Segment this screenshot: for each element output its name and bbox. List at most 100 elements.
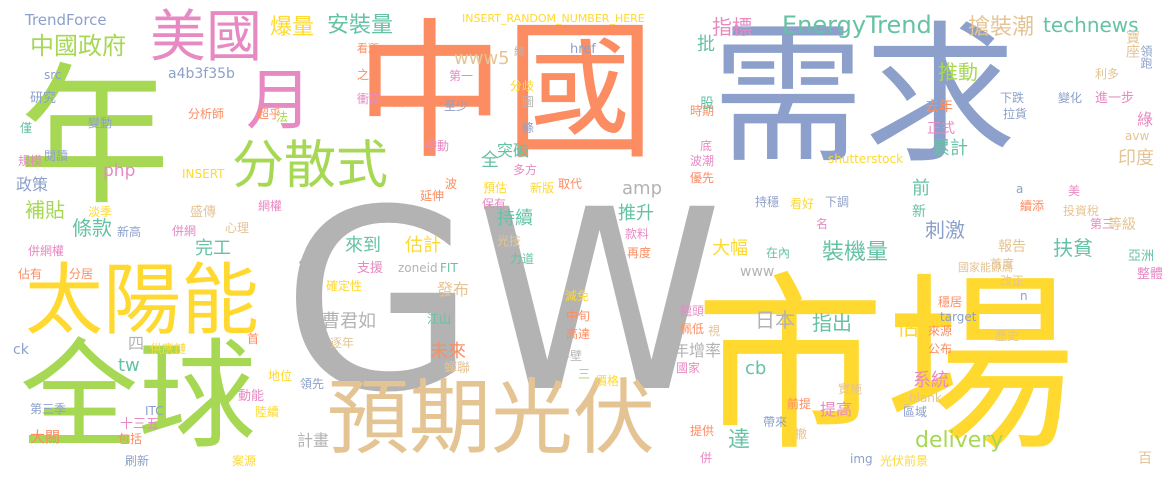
word-new-version: 新版: [530, 181, 555, 195]
word-consecutive: 蟬聯: [444, 361, 471, 376]
word-new-high: 新高: [117, 225, 142, 239]
word-four: 四: [128, 334, 145, 353]
word-nea: 國家能源局: [958, 261, 1013, 274]
word-policy: 政策: [16, 175, 49, 194]
word-surge: 爆量: [270, 15, 315, 40]
word-strength: 力道: [510, 252, 535, 266]
word-n: n: [1020, 289, 1028, 303]
word-first: 第一: [449, 69, 474, 83]
word-successively: 陸續: [255, 405, 280, 419]
word-priority: 優先: [690, 171, 715, 185]
word-retain: 保有: [482, 197, 507, 211]
word-chart: 圖: [522, 95, 535, 109]
word-momentum: 動能: [238, 389, 265, 404]
word-complete: 完工: [195, 238, 231, 259]
word-arrive: 來到: [345, 235, 381, 256]
word-gw: GW: [282, 156, 723, 447]
word-supply-chain: 供應鏈: [150, 342, 187, 356]
word-stimulus: 刺激: [925, 218, 965, 242]
word-occupy: 佔有: [18, 267, 43, 281]
word-blank: _blank: [903, 391, 942, 405]
word-three: 三: [578, 367, 591, 381]
word-publish: 發布: [437, 280, 470, 299]
word-grade: 等級: [1108, 217, 1136, 233]
word-distributed: 分散式: [232, 136, 389, 196]
word-multi-party: 多方: [513, 163, 538, 177]
word-stock: 股: [700, 96, 714, 112]
word-at-least: 至少: [444, 99, 469, 113]
word-optimistic: 看好: [790, 197, 815, 211]
word-technews: technews: [1043, 13, 1139, 37]
word-change: 變化: [1058, 91, 1083, 105]
word-substantial: 大幅: [712, 238, 748, 259]
word-insert: INSERT: [182, 167, 225, 181]
word-pv-outlook: 光伏前景: [880, 454, 929, 468]
word-payment-material: 款料: [625, 227, 650, 241]
word-cb: cb: [745, 358, 767, 379]
word-implement: 實施: [838, 382, 863, 396]
word-including: 包括: [118, 432, 143, 446]
word-predict: 預估: [483, 181, 508, 195]
word-empire: 江山: [427, 312, 452, 326]
word-bullish: 看漲: [357, 42, 379, 55]
word-milestone: 大關: [30, 428, 61, 446]
word-before: 前: [912, 178, 930, 199]
word-leading: 領先: [300, 377, 325, 391]
word-again: 再度: [627, 246, 652, 260]
word-research: 研究: [30, 91, 57, 106]
word-raise: 提高: [820, 400, 853, 419]
word-china-gov: 中國政府: [30, 32, 126, 60]
word-history: 歷史: [995, 329, 1020, 343]
word-source: 來源: [928, 324, 953, 338]
word-market: 市場: [695, 256, 1076, 477]
word-decline: 下跌: [1000, 91, 1025, 105]
word-read: 閱讀: [44, 149, 69, 163]
word-demand: 需求: [712, 7, 1016, 184]
word-announce: 公布: [928, 342, 953, 356]
word-rank-position: 分居: [69, 267, 94, 281]
word-pull-goods: 拉貨: [1003, 107, 1028, 121]
word-www5: www5: [454, 48, 510, 69]
word-third: 第三: [1090, 217, 1115, 231]
word-case-source: 案源: [232, 454, 257, 468]
word-estimate-short: 估: [897, 316, 920, 341]
word-status: 地位: [268, 369, 293, 383]
word-expected-pv: 預期光伏: [327, 371, 656, 466]
word-continue: 持續: [497, 208, 533, 229]
word-itc: ITC: [145, 404, 164, 418]
word-only: 僅: [20, 121, 33, 135]
word-rush-install: 搶裝潮: [968, 15, 1035, 40]
word-formal: 正式: [927, 121, 955, 137]
word-avw: avw: [1125, 129, 1150, 143]
word-src: src: [44, 68, 62, 82]
word-variation: 變動: [88, 116, 113, 130]
word-grid-connect: 併網: [172, 224, 197, 238]
word-correct: 改正: [1000, 274, 1025, 288]
word-hundred: 百: [1138, 451, 1152, 467]
word-month: 月: [246, 62, 312, 139]
word-stable: 穩居: [938, 295, 963, 309]
word-rumor: 盛傳: [190, 205, 217, 220]
word-bottom: 底: [700, 139, 713, 153]
word-fit: FIT: [440, 261, 458, 275]
word-exemption: 減免: [565, 289, 590, 303]
word-img: img: [850, 452, 873, 466]
word-reduce: 減: [392, 95, 405, 109]
word-bring: 帶來: [763, 415, 788, 429]
word-yoy: 年增率: [673, 341, 722, 360]
word-leader: 龍頭: [680, 304, 705, 318]
word-promote: 推動: [938, 60, 978, 84]
word-hold-steady: 持穩: [755, 195, 780, 209]
word-year: 年: [18, 49, 170, 226]
word-japan: 日本: [755, 308, 795, 332]
word-region: 區域: [903, 405, 928, 419]
word-www: www: [740, 264, 775, 280]
word-ck: ck: [13, 342, 29, 358]
word-13th-fyp: 十三五: [120, 417, 160, 432]
word-scale: 規模: [18, 154, 43, 168]
word-a: a: [1016, 182, 1024, 196]
word-usa: 美國: [150, 5, 262, 70]
word-report: 報告: [998, 239, 1026, 255]
word-first-time: 首度: [990, 257, 1015, 271]
word-install-capacity: 裝機量: [822, 240, 889, 265]
